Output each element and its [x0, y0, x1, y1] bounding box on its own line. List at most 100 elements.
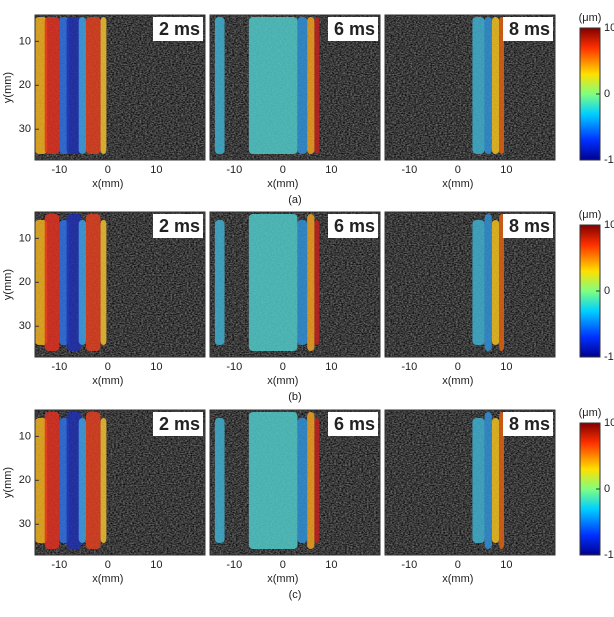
x-tick-label: 0 [105, 164, 111, 176]
displacement-band [100, 220, 107, 345]
x-tick-label: -10 [226, 559, 242, 571]
time-box [503, 214, 553, 238]
y-tick-label: 30 [19, 320, 31, 332]
x-tick-label: -10 [51, 164, 67, 176]
y-tick-label: 30 [19, 123, 31, 135]
y-tick-label: 10 [19, 430, 31, 442]
displacement-band [66, 412, 82, 549]
displacement-band [35, 17, 48, 154]
x-tick-label: 10 [500, 164, 512, 176]
time-box [328, 412, 378, 436]
displacement-band [100, 418, 107, 543]
time-box [503, 17, 553, 41]
panel: 6 ms -10 0 10 x(mm) [209, 14, 381, 190]
row-label: (a) [288, 194, 301, 206]
x-axis-label: x(mm) [442, 573, 473, 585]
panel: 8 ms -10 0 10 x(mm) [384, 211, 556, 387]
displacement-band [484, 17, 492, 154]
y-axis-label: y(mm) [2, 72, 14, 103]
time-label: 6 ms [334, 216, 375, 236]
x-tick-label: 10 [325, 559, 337, 571]
displacement-band [472, 220, 485, 345]
y-axis-label: y(mm) [2, 467, 14, 498]
time-box [153, 412, 203, 436]
displacement-band [44, 214, 60, 351]
row-label: (b) [288, 391, 301, 403]
x-tick-label: 0 [105, 361, 111, 373]
panel-frame [384, 211, 556, 358]
displacement-band [66, 214, 82, 351]
colorbar-tick-label: -10 [604, 154, 614, 166]
x-tick-label: 0 [280, 559, 286, 571]
y-tick-label: 10 [19, 35, 31, 47]
panel: 6 ms -10 0 10 x(mm) [209, 211, 381, 387]
x-tick-label: -10 [226, 361, 242, 373]
x-axis-label: x(mm) [267, 178, 298, 190]
x-axis-label: x(mm) [267, 375, 298, 387]
panel-frame [209, 211, 381, 358]
x-axis-label: x(mm) [267, 573, 298, 585]
displacement-band [35, 220, 48, 345]
x-axis-label: x(mm) [92, 573, 123, 585]
displacement-band [297, 17, 308, 154]
time-box [328, 214, 378, 238]
row-label: (c) [289, 589, 302, 601]
displacement-band [491, 418, 500, 543]
displacement-band [484, 214, 492, 351]
displacement-band [491, 220, 500, 345]
x-axis-label: x(mm) [92, 178, 123, 190]
displacement-band [214, 220, 225, 345]
displacement-band [297, 220, 308, 345]
x-tick-label: -10 [226, 164, 242, 176]
x-tick-label: 10 [325, 361, 337, 373]
displacement-band [297, 418, 308, 543]
time-box [153, 17, 203, 41]
y-tick-label: 20 [19, 474, 31, 486]
displacement-band [499, 214, 504, 351]
panel-frame [34, 14, 206, 161]
time-label: 2 ms [159, 19, 200, 39]
panel-frame [34, 211, 206, 358]
x-tick-label: 0 [280, 164, 286, 176]
panel-frame [384, 14, 556, 161]
displacement-band [248, 17, 298, 154]
panel: 6 ms -10 0 10 x(mm) [209, 409, 381, 585]
displacement-band [86, 214, 101, 351]
x-tick-label: -10 [401, 164, 417, 176]
colorbar-tick-label: 0 [604, 285, 610, 297]
y-tick-label: 20 [19, 276, 31, 288]
x-tick-label: -10 [51, 361, 67, 373]
displacement-band [86, 412, 101, 549]
y-tick-label: 10 [19, 232, 31, 244]
x-axis-label: x(mm) [442, 178, 473, 190]
displacement-band [44, 412, 60, 549]
displacement-band [484, 412, 492, 549]
x-tick-label: 0 [105, 559, 111, 571]
x-tick-label: 10 [500, 361, 512, 373]
x-tick-label: 0 [455, 164, 461, 176]
x-tick-label: 10 [150, 164, 162, 176]
time-label: 2 ms [159, 216, 200, 236]
displacement-band [100, 17, 107, 154]
x-tick-label: -10 [401, 559, 417, 571]
displacement-band [78, 17, 86, 154]
displacement-band [499, 17, 504, 154]
displacement-band [248, 412, 298, 549]
panel-frame [384, 409, 556, 556]
displacement-band [499, 412, 504, 549]
displacement-band [307, 17, 315, 154]
y-tick-label: 30 [19, 518, 31, 530]
displacement-band [248, 214, 298, 351]
time-label: 8 ms [509, 19, 550, 39]
x-tick-label: 0 [455, 559, 461, 571]
displacement-band [472, 418, 485, 543]
panel-frame [34, 409, 206, 556]
time-box [328, 17, 378, 41]
y-axis-label: y(mm) [2, 269, 14, 300]
displacement-band [491, 17, 500, 154]
y-tick-label: 20 [19, 79, 31, 91]
x-tick-label: 10 [150, 559, 162, 571]
colorbar-tick-label: -10 [604, 351, 614, 363]
time-label: 2 ms [159, 414, 200, 434]
